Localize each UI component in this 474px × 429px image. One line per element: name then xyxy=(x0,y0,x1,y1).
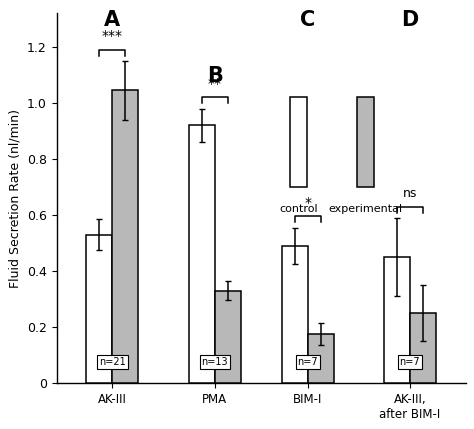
Y-axis label: Fluid Secretion Rate (nl/min): Fluid Secretion Rate (nl/min) xyxy=(9,109,21,287)
Text: B: B xyxy=(207,66,223,86)
Text: ***: *** xyxy=(102,29,123,43)
Text: n=21: n=21 xyxy=(99,357,126,367)
Text: experimental: experimental xyxy=(328,204,402,214)
Bar xyxy=(290,97,307,187)
Text: *: * xyxy=(304,196,311,210)
Bar xyxy=(189,125,215,383)
Bar xyxy=(384,257,410,383)
Text: n=7: n=7 xyxy=(400,357,420,367)
Text: D: D xyxy=(401,10,419,30)
Bar xyxy=(86,235,112,383)
Text: A: A xyxy=(104,10,120,30)
Text: n=7: n=7 xyxy=(297,357,318,367)
Bar xyxy=(282,246,308,383)
Text: n=13: n=13 xyxy=(201,357,228,367)
Bar xyxy=(410,313,436,383)
Text: ns: ns xyxy=(403,187,417,200)
Bar xyxy=(357,97,374,187)
Bar xyxy=(112,91,138,383)
Bar xyxy=(215,290,241,383)
Bar xyxy=(308,334,334,383)
Text: **: ** xyxy=(208,77,222,91)
Text: C: C xyxy=(300,10,315,30)
Text: control: control xyxy=(279,204,318,214)
